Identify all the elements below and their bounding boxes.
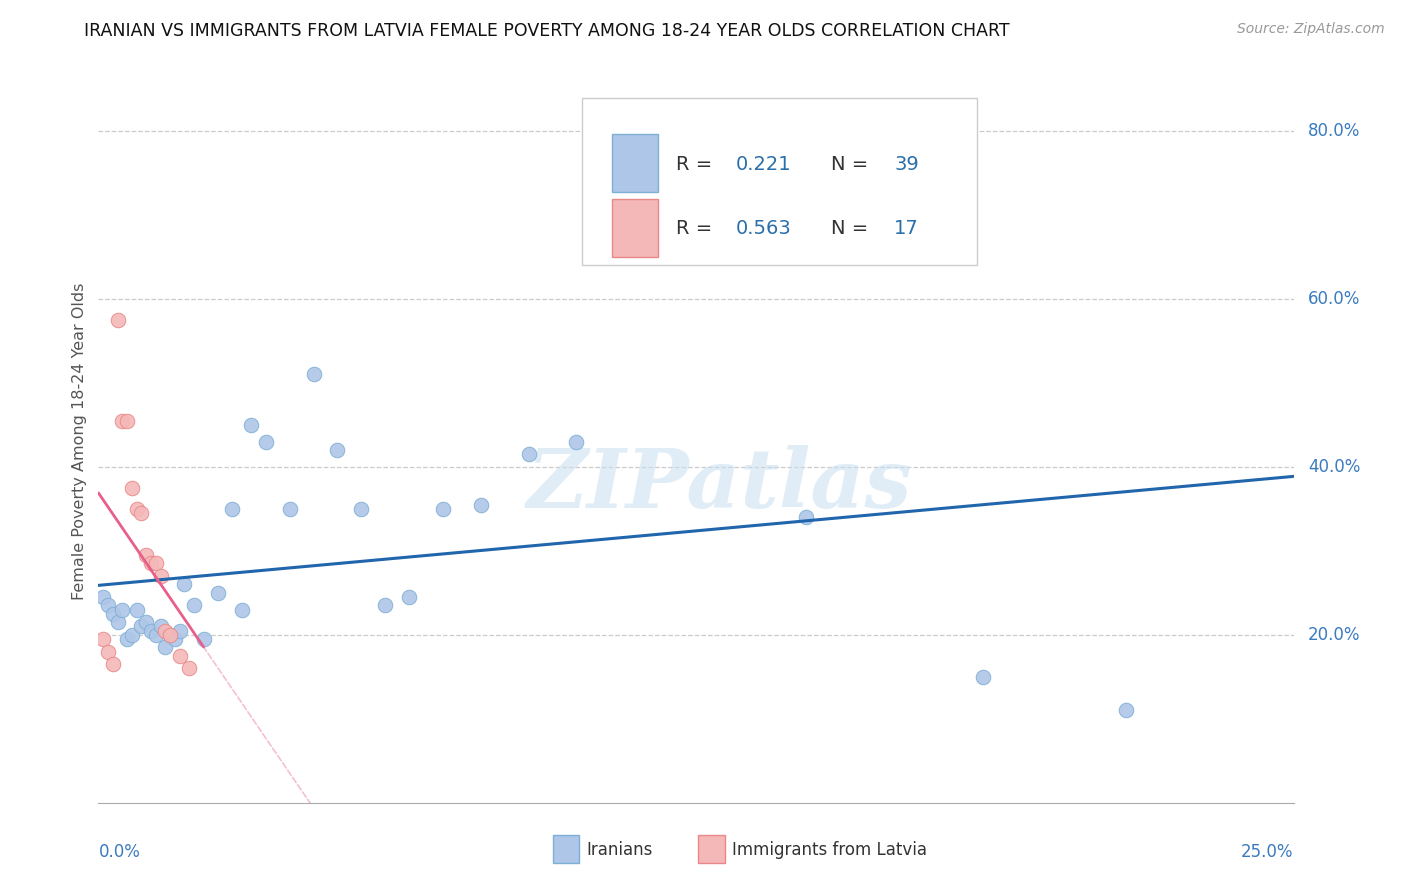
Point bbox=[149, 569, 172, 583]
FancyBboxPatch shape bbox=[613, 200, 658, 257]
Point bbox=[91, 632, 114, 646]
Text: R =: R = bbox=[676, 155, 718, 174]
Point bbox=[183, 599, 205, 613]
Point bbox=[278, 501, 301, 516]
Point bbox=[794, 510, 817, 524]
Text: Source: ZipAtlas.com: Source: ZipAtlas.com bbox=[1237, 22, 1385, 37]
Point bbox=[972, 670, 994, 684]
Text: Iranians: Iranians bbox=[586, 841, 652, 859]
FancyBboxPatch shape bbox=[613, 135, 658, 193]
Point bbox=[155, 624, 177, 638]
Point bbox=[374, 599, 396, 613]
Text: Immigrants from Latvia: Immigrants from Latvia bbox=[733, 841, 927, 859]
Point bbox=[326, 442, 349, 457]
Point bbox=[302, 368, 325, 382]
Point bbox=[173, 577, 195, 591]
Point bbox=[101, 657, 124, 672]
Point bbox=[139, 557, 162, 571]
Point bbox=[149, 619, 172, 633]
Text: N =: N = bbox=[831, 155, 875, 174]
Point bbox=[111, 413, 134, 427]
Text: 39: 39 bbox=[894, 155, 920, 174]
FancyBboxPatch shape bbox=[553, 835, 579, 863]
Text: ZIPatlas: ZIPatlas bbox=[527, 445, 912, 524]
Point bbox=[159, 628, 181, 642]
Point bbox=[97, 599, 120, 613]
Text: 0.221: 0.221 bbox=[735, 155, 792, 174]
Point bbox=[350, 501, 373, 516]
Text: 0.0%: 0.0% bbox=[98, 843, 141, 861]
Text: 0.563: 0.563 bbox=[735, 219, 792, 238]
Point bbox=[1115, 703, 1137, 717]
Point bbox=[221, 501, 243, 516]
Point bbox=[115, 632, 138, 646]
Point bbox=[125, 602, 148, 616]
Point bbox=[159, 628, 181, 642]
Point bbox=[240, 417, 263, 432]
Point bbox=[565, 434, 588, 449]
Point bbox=[121, 628, 143, 642]
Point bbox=[131, 619, 153, 633]
Point bbox=[432, 501, 454, 516]
Text: 17: 17 bbox=[894, 219, 920, 238]
Point bbox=[135, 615, 157, 630]
Point bbox=[207, 586, 229, 600]
Text: 25.0%: 25.0% bbox=[1241, 843, 1294, 861]
Point bbox=[111, 602, 134, 616]
Point bbox=[231, 602, 253, 616]
Point bbox=[193, 632, 215, 646]
Point bbox=[121, 481, 143, 495]
FancyBboxPatch shape bbox=[582, 98, 977, 265]
Point bbox=[107, 615, 129, 630]
Point bbox=[91, 590, 114, 604]
Text: R =: R = bbox=[676, 219, 718, 238]
Point bbox=[470, 498, 492, 512]
Text: IRANIAN VS IMMIGRANTS FROM LATVIA FEMALE POVERTY AMONG 18-24 YEAR OLDS CORRELATI: IRANIAN VS IMMIGRANTS FROM LATVIA FEMALE… bbox=[84, 22, 1010, 40]
Text: N =: N = bbox=[831, 219, 875, 238]
Point bbox=[131, 506, 153, 520]
Point bbox=[135, 548, 157, 562]
Point bbox=[139, 624, 162, 638]
Point bbox=[163, 632, 186, 646]
Point bbox=[145, 628, 167, 642]
Text: 80.0%: 80.0% bbox=[1308, 121, 1360, 140]
Y-axis label: Female Poverty Among 18-24 Year Olds: Female Poverty Among 18-24 Year Olds bbox=[72, 283, 87, 600]
Point bbox=[125, 501, 148, 516]
Point bbox=[398, 590, 420, 604]
Point bbox=[145, 557, 167, 571]
Point bbox=[97, 644, 120, 658]
Point bbox=[254, 434, 277, 449]
Text: 20.0%: 20.0% bbox=[1308, 626, 1361, 644]
Point bbox=[517, 447, 540, 461]
Text: 60.0%: 60.0% bbox=[1308, 290, 1360, 308]
Text: 40.0%: 40.0% bbox=[1308, 458, 1360, 475]
Point bbox=[101, 607, 124, 621]
Point bbox=[155, 640, 177, 655]
FancyBboxPatch shape bbox=[699, 835, 724, 863]
Point bbox=[179, 661, 201, 675]
Point bbox=[115, 413, 138, 427]
Point bbox=[169, 648, 191, 663]
Point bbox=[107, 312, 129, 326]
Point bbox=[169, 624, 191, 638]
Point bbox=[661, 199, 683, 213]
